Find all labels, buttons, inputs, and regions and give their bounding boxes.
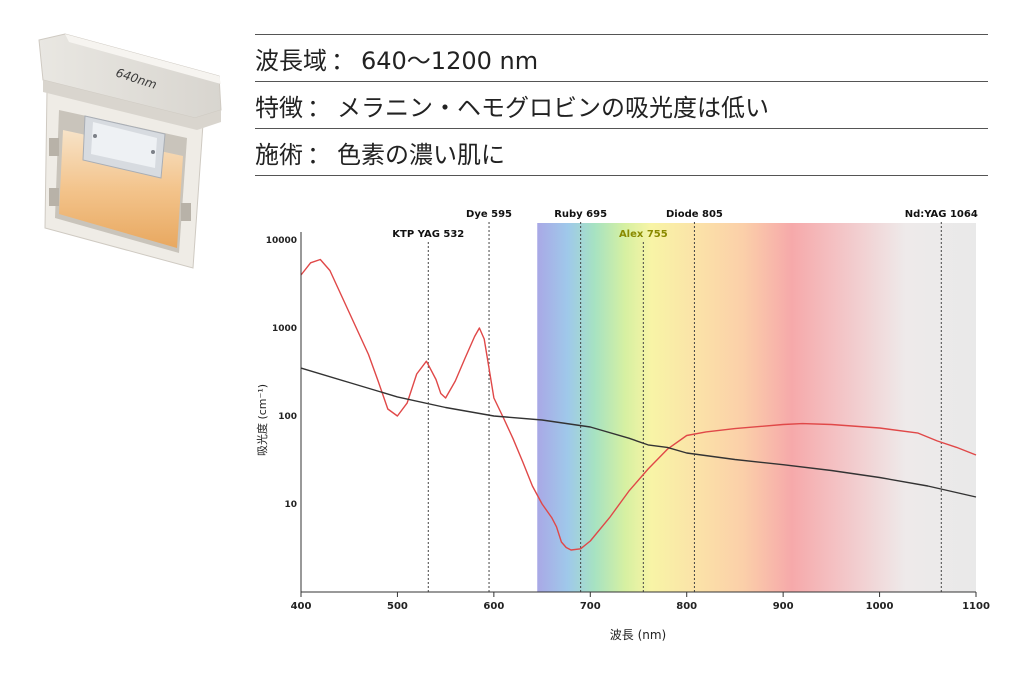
x-tick-label: 1000 — [866, 601, 894, 612]
laser-label: KTP YAG 532 — [392, 229, 464, 240]
spec-label: 波長域 — [255, 46, 327, 75]
x-tick-label: 700 — [580, 601, 601, 612]
laser-label: Dye 595 — [466, 209, 512, 220]
absorption-chart: 400 500 600 700 800 900 1000 1100 10 100 1000 10000… — [0, 190, 1024, 675]
spec-separator: ： — [331, 46, 355, 75]
spec-separator: ： — [307, 140, 331, 169]
spec-row-treatment: 施術：色素の濃い肌に — [255, 129, 988, 176]
x-tick-label: 400 — [291, 601, 312, 612]
y-tick-label: 100 — [278, 412, 297, 422]
y-tick-label: 10000 — [266, 236, 297, 246]
laser-label: Ruby 695 — [554, 209, 607, 220]
spec-label: 施術 — [255, 140, 303, 169]
spec-row-wavelength: 波長域： 640〜1200 nm — [255, 35, 988, 82]
filter-cartridge-image: 640nm — [38, 33, 222, 269]
laser-label: Nd:YAG 1064 — [905, 209, 978, 220]
y-axis-label: 吸光度 (cm⁻¹) — [255, 384, 269, 456]
x-tick-label: 900 — [773, 601, 794, 612]
x-tick-label: 1100 — [962, 601, 990, 612]
x-tick-label: 600 — [483, 601, 504, 612]
spec-value: 色素の濃い肌に — [337, 140, 505, 169]
spec-label: 特徴 — [255, 93, 303, 122]
spec-list: 波長域： 640〜1200 nm 特徴：メラニン・ヘモグロビンの吸光度は低い 施術… — [255, 34, 988, 176]
x-tick-label: 500 — [387, 601, 408, 612]
y-tick-label: 10 — [284, 500, 297, 510]
y-tick-label: 1000 — [272, 324, 297, 334]
laser-label: Diode 805 — [666, 209, 723, 220]
spec-value: メラニン・ヘモグロビンの吸光度は低い — [337, 93, 769, 122]
absorption-chart-svg: 400 500 600 700 800 900 1000 1100 10 100 1000 10000… — [255, 209, 990, 642]
spec-separator: ： — [307, 93, 331, 122]
spec-value: 640〜1200 nm — [361, 46, 539, 75]
spectrum-band — [537, 223, 976, 592]
laser-label: Alex 755 — [619, 229, 668, 240]
spec-row-feature: 特徴：メラニン・ヘモグロビンの吸光度は低い — [255, 82, 988, 129]
x-tick-label: 800 — [676, 601, 697, 612]
series-line-black — [300, 367, 977, 498]
x-axis-label: 波長 (nm) — [610, 628, 666, 642]
series-line-red — [300, 258, 977, 551]
